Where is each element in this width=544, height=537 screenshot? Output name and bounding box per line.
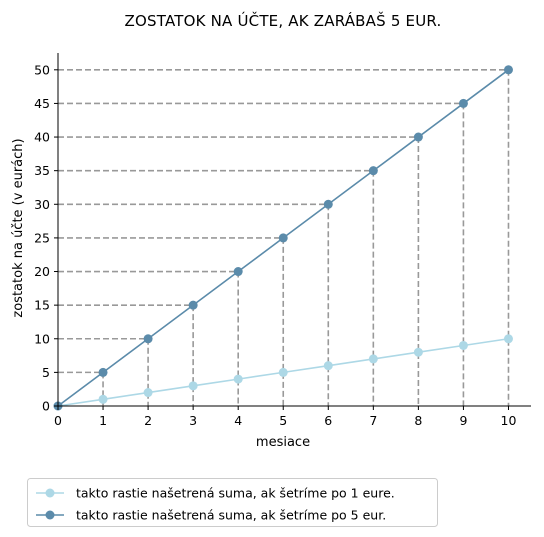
data-point [278,367,288,377]
series-layer [53,65,513,411]
data-point [503,65,513,75]
x-tick-label: 6 [324,413,332,428]
y-tick-label: 20 [34,264,50,279]
x-tick-label: 10 [501,413,517,428]
data-point [323,361,333,371]
y-tick-label: 50 [34,62,50,77]
data-point [368,354,378,364]
chart-title: ZOSTATOK NA ÚČTE, AK ZARÁBAŠ 5 EUR. [125,11,442,30]
data-point [188,381,198,391]
data-point [503,334,513,344]
x-axis-label: mesiace [256,435,310,450]
y-tick-label: 15 [34,298,50,313]
x-axis-ticks: 0 1 2 3 4 5 6 7 8 9 10 [54,406,516,428]
data-point [233,267,243,277]
legend: takto rastie našetrená suma, ak šetríme … [27,478,438,527]
data-point [458,340,468,350]
x-tick-label: 8 [414,413,422,428]
x-tick-label: 5 [279,413,287,428]
data-point [188,300,198,310]
data-point [368,166,378,176]
legend-frame [27,478,438,527]
y-tick-label: 10 [34,331,50,346]
legend-label: takto rastie našetrená suma, ak šetríme … [76,508,386,523]
x-tick-label: 4 [234,413,242,428]
data-point [233,374,243,384]
y-tick-label: 0 [42,399,50,414]
data-point [323,199,333,209]
y-tick-label: 45 [34,96,50,111]
data-point [458,98,468,108]
x-tick-label: 7 [369,413,377,428]
data-point [143,388,153,398]
x-tick-label: 3 [189,413,197,428]
x-tick-label: 9 [459,413,467,428]
legend-swatch-marker [45,488,55,498]
series-1 [53,334,513,411]
data-point [413,347,423,357]
x-tick-label: 0 [54,413,62,428]
y-tick-label: 5 [42,365,50,380]
y-tick-label: 35 [34,163,50,178]
y-axis-label: zostatok na účte (v eurách) [11,138,26,317]
series-2 [53,65,513,411]
y-tick-label: 40 [34,130,50,145]
y-tick-label: 30 [34,197,50,212]
legend-label: takto rastie našetrená suma, ak šetríme … [76,486,395,501]
data-point [278,233,288,243]
data-point [98,394,108,404]
data-point [143,334,153,344]
x-tick-label: 1 [99,413,107,428]
data-point [413,132,423,142]
data-point [98,367,108,377]
y-tick-label: 25 [34,230,50,245]
y-axis-ticks: 0 5 10 15 20 25 30 35 40 45 50 [34,62,58,414]
x-tick-label: 2 [144,413,152,428]
legend-swatch-marker [45,510,55,520]
